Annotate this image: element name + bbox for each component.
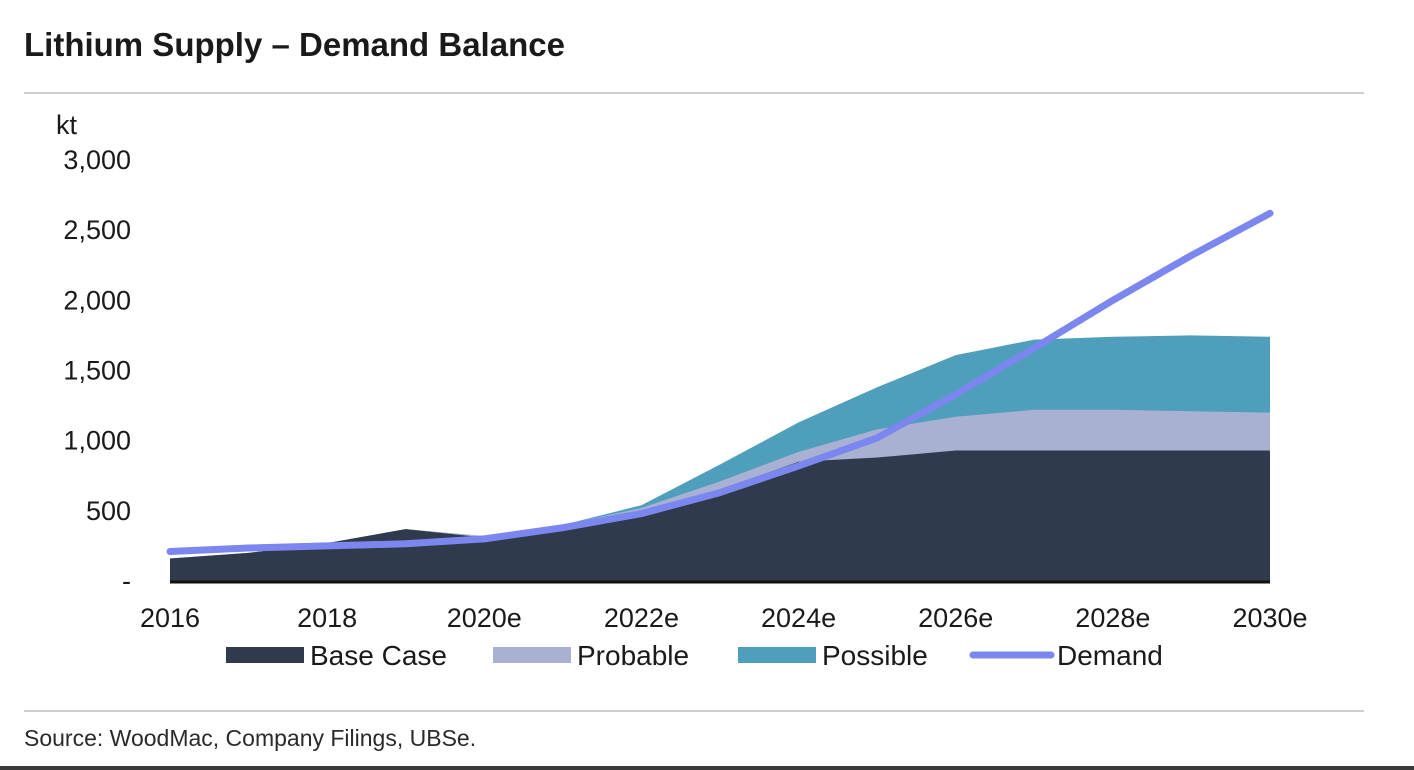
y-tick-label: 1,500: [63, 356, 131, 386]
y-axis-labels: - 500 1,000 1,500 2,000 2,500 3,000: [63, 145, 131, 596]
x-tick-label: 2018: [297, 603, 357, 633]
x-tick-label: 2016: [140, 603, 200, 633]
legend-label-demand: Demand: [1057, 640, 1163, 671]
source-note: Source: WoodMac, Company Filings, UBSe.: [24, 725, 477, 751]
y-axis-unit-label: kt: [56, 110, 78, 140]
legend: Base Case Probable Possible Demand: [226, 640, 1163, 671]
area-base-case: [170, 450, 1270, 581]
title-divider: [24, 92, 1364, 94]
legend-swatch-probable: [493, 647, 571, 663]
source-divider: [24, 710, 1364, 712]
bottom-border: [0, 766, 1414, 770]
legend-label-probable: Probable: [577, 640, 689, 671]
y-tick-label: 2,500: [63, 215, 131, 245]
line-demand: [166, 209, 1274, 555]
legend-swatch-base-case: [226, 647, 304, 663]
x-tick-label: 2020e: [447, 603, 522, 633]
x-axis-labels: 2016 2018 2020e 2022e 2024e 2026e 2028e 2030e: [140, 603, 1308, 633]
y-tick-label: 500: [86, 496, 131, 526]
x-tick-label: 2026e: [918, 603, 993, 633]
legend-swatch-possible: [738, 647, 816, 663]
x-tick-label: 2030e: [1232, 603, 1307, 633]
x-tick-label: 2024e: [761, 603, 836, 633]
chart-title: Lithium Supply – Demand Balance: [24, 26, 565, 63]
line-layer: [166, 209, 1274, 555]
y-tick-label: 2,000: [63, 285, 131, 315]
legend-label-possible: Possible: [822, 640, 928, 671]
y-tick-label: 1,000: [63, 426, 131, 456]
x-tick-label: 2028e: [1075, 603, 1150, 633]
y-tick-label: -: [122, 566, 131, 596]
x-tick-label: 2022e: [604, 603, 679, 633]
y-tick-label: 3,000: [63, 145, 131, 175]
legend-label-base-case: Base Case: [310, 640, 447, 671]
